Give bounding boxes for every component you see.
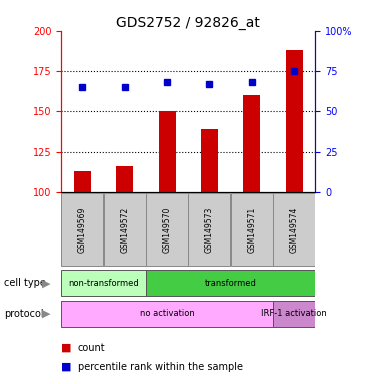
Text: IRF-1 activation: IRF-1 activation: [261, 310, 327, 318]
Bar: [159, 111, 175, 192]
FancyBboxPatch shape: [273, 301, 315, 327]
FancyBboxPatch shape: [61, 301, 273, 327]
Text: non-transformed: non-transformed: [68, 279, 139, 288]
Text: GSM149569: GSM149569: [78, 206, 87, 253]
Text: GSM149574: GSM149574: [290, 206, 299, 253]
Bar: [286, 50, 303, 192]
Bar: [201, 129, 218, 192]
FancyBboxPatch shape: [231, 193, 273, 266]
FancyBboxPatch shape: [61, 270, 146, 296]
Title: GDS2752 / 92826_at: GDS2752 / 92826_at: [116, 16, 260, 30]
Bar: [116, 166, 133, 192]
Text: GSM149572: GSM149572: [120, 206, 129, 253]
Text: ■: ■: [61, 362, 72, 372]
FancyBboxPatch shape: [62, 193, 104, 266]
Bar: [74, 171, 91, 192]
Text: GSM149573: GSM149573: [205, 206, 214, 253]
Text: ▶: ▶: [42, 278, 50, 288]
Bar: [243, 95, 260, 192]
Text: percentile rank within the sample: percentile rank within the sample: [78, 362, 243, 372]
Text: count: count: [78, 343, 105, 353]
Text: no activation: no activation: [140, 310, 194, 318]
Text: transformed: transformed: [205, 279, 257, 288]
FancyBboxPatch shape: [146, 270, 315, 296]
FancyBboxPatch shape: [273, 193, 315, 266]
FancyBboxPatch shape: [104, 193, 146, 266]
Text: ▶: ▶: [42, 309, 50, 319]
FancyBboxPatch shape: [188, 193, 230, 266]
Text: ■: ■: [61, 343, 72, 353]
Text: protocol: protocol: [4, 309, 43, 319]
FancyBboxPatch shape: [146, 193, 188, 266]
Text: GSM149571: GSM149571: [247, 206, 256, 253]
Text: GSM149570: GSM149570: [162, 206, 172, 253]
Text: cell type: cell type: [4, 278, 46, 288]
